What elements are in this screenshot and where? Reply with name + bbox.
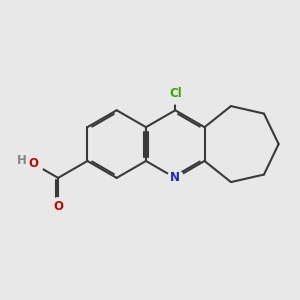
Text: O: O — [28, 157, 38, 170]
Text: N: N — [170, 171, 180, 184]
Text: O: O — [53, 200, 63, 213]
Text: Cl: Cl — [169, 87, 182, 100]
Text: H: H — [16, 154, 26, 166]
